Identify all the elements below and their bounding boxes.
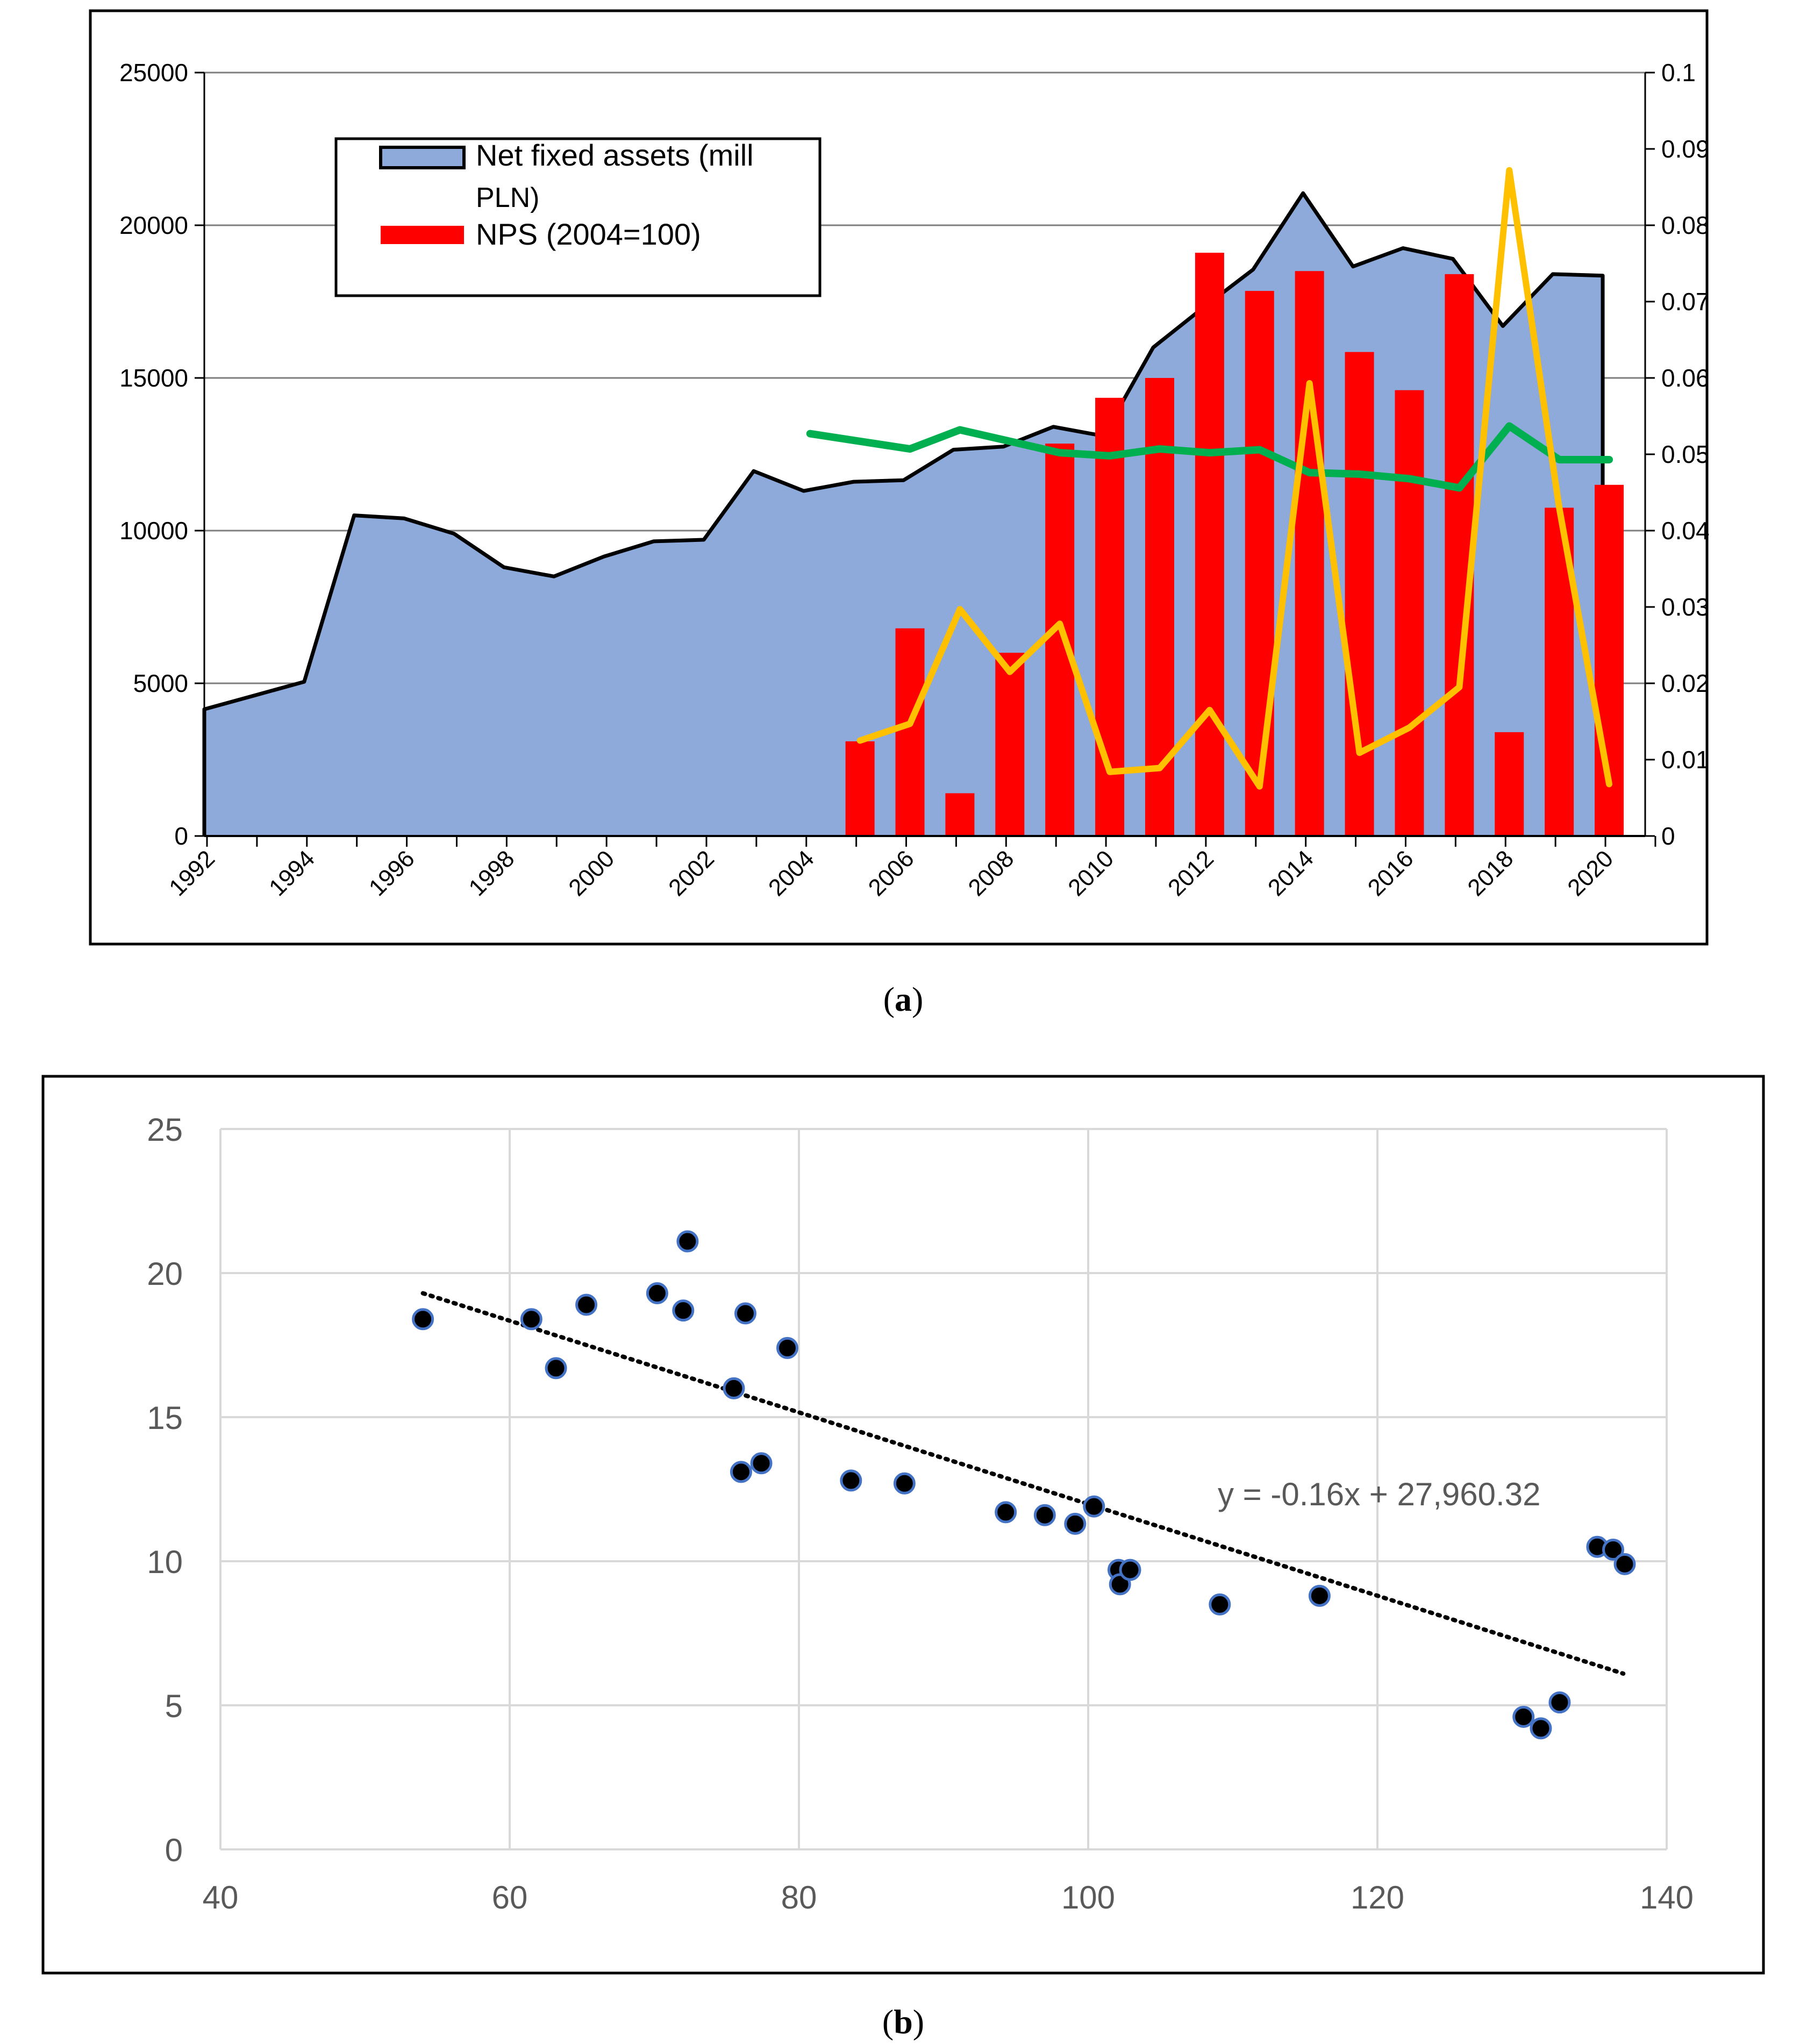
panel-b-caption: (b) xyxy=(882,2003,924,2041)
right-tick-label: 0.1 xyxy=(1661,59,1696,87)
y-tick-label: 0 xyxy=(165,1832,183,1868)
trendline xyxy=(420,1291,1626,1676)
trendline-equation: y = -0.16x + 27,960.32 xyxy=(1218,1476,1540,1512)
left-tick-label: 5000 xyxy=(133,669,188,697)
scatter-point xyxy=(1119,1559,1141,1581)
x-tick-label: 40 xyxy=(203,1879,239,1916)
right-tick-label: 0.05 xyxy=(1661,440,1710,468)
green-series-line xyxy=(806,422,1613,492)
panel-b-chart: 0 5 10 15 20 25 40 60 80 100 120 140 y = -0.16x + 27… xyxy=(147,1112,1694,1916)
scatter-point xyxy=(1209,1593,1231,1616)
nps-bar xyxy=(945,793,975,836)
scatter-point xyxy=(1613,1553,1636,1575)
legend-label-bars: NPS (2004=100) xyxy=(476,217,701,251)
y-tick-label: 5 xyxy=(165,1688,183,1724)
scatter-point xyxy=(575,1293,598,1316)
left-tick-label: 25000 xyxy=(119,59,188,87)
left-tick-label: 20000 xyxy=(119,211,188,239)
x-tick-label: 120 xyxy=(1351,1879,1404,1916)
scatter-point xyxy=(520,1308,542,1331)
y-tick-label: 15 xyxy=(147,1400,183,1436)
right-tick-label: 0.02 xyxy=(1661,669,1710,697)
scatter-point xyxy=(1308,1584,1331,1607)
nps-bar xyxy=(1295,271,1324,837)
left-tick-label: 15000 xyxy=(119,364,188,392)
legend-swatch-area xyxy=(379,146,466,169)
scatter-point xyxy=(776,1337,798,1359)
scatter-point xyxy=(545,1357,567,1380)
scatter-point xyxy=(1602,1539,1624,1561)
scatter-point xyxy=(750,1452,773,1475)
scatter-point xyxy=(412,1308,434,1331)
x-tick-label: 100 xyxy=(1061,1879,1115,1916)
scatter-point xyxy=(995,1501,1017,1524)
left-tick-label: 0 xyxy=(174,822,188,850)
y-tick-label: 10 xyxy=(147,1544,183,1580)
panel-b-frame xyxy=(41,1075,1765,1975)
y-tick-label: 25 xyxy=(147,1112,183,1148)
nps-bar xyxy=(995,653,1025,836)
nps-bar xyxy=(845,741,875,836)
nps-bar xyxy=(1045,444,1075,836)
scatter-point xyxy=(1512,1705,1535,1728)
nps-bar xyxy=(1395,390,1424,836)
yellow-series-line xyxy=(856,167,1613,790)
panel-a-caption-letter: a xyxy=(895,980,912,1018)
right-tick-label: 0 xyxy=(1661,822,1675,850)
scatter-point xyxy=(676,1230,699,1253)
nps-bar xyxy=(1345,352,1374,836)
scatter-point xyxy=(646,1282,668,1305)
legend-label-area-line2: PLN) xyxy=(476,182,539,213)
scatter-point xyxy=(1530,1717,1552,1740)
nps-bar xyxy=(1195,253,1224,836)
scatter-point xyxy=(672,1299,695,1322)
right-tick-label: 0.04 xyxy=(1661,517,1710,545)
right-tick-label: 0.08 xyxy=(1661,211,1710,239)
scatter-point xyxy=(893,1472,916,1495)
right-tick-label: 0.07 xyxy=(1661,288,1710,316)
right-tick-label: 0.06 xyxy=(1661,364,1710,392)
y-tick-label: 20 xyxy=(147,1256,183,1292)
legend-swatch-bars xyxy=(381,226,464,244)
scatter-point xyxy=(1083,1495,1105,1518)
scatter-point xyxy=(1548,1691,1571,1714)
scatter-point xyxy=(840,1469,862,1492)
panel-a-caption: (a) xyxy=(883,980,924,1018)
right-tick-label: 0.03 xyxy=(1661,593,1710,621)
right-tick-label: 0.09 xyxy=(1661,135,1710,163)
nps-bar xyxy=(1245,291,1274,836)
x-tick-label: 60 xyxy=(492,1879,528,1916)
scatter-point xyxy=(1064,1512,1087,1535)
legend-label-area-line1: Net fixed assets (mill xyxy=(476,138,754,172)
nps-bar xyxy=(1495,732,1524,836)
scatter-point xyxy=(1033,1504,1056,1526)
panel-b-caption-letter: b xyxy=(894,2003,913,2041)
x-tick-label: 140 xyxy=(1640,1879,1694,1916)
x-tick-label: 80 xyxy=(781,1879,817,1916)
right-tick-label: 0.01 xyxy=(1661,746,1710,774)
nps-bar xyxy=(895,628,925,836)
scatter-point xyxy=(730,1461,752,1483)
left-tick-label: 10000 xyxy=(119,517,188,545)
net-fixed-assets-outline xyxy=(202,191,1605,836)
scatter-point xyxy=(723,1377,745,1399)
scatter-point xyxy=(734,1302,756,1325)
